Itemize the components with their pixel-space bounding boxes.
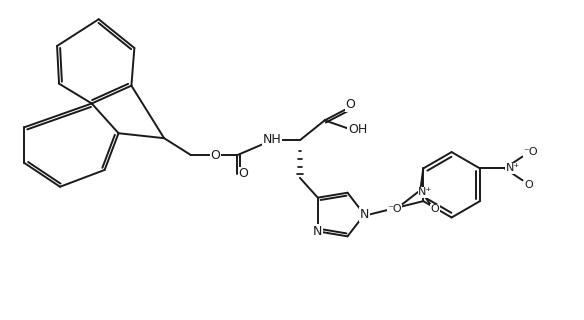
Text: ⁻O: ⁻O: [523, 147, 538, 156]
Text: N⁺: N⁺: [418, 187, 432, 197]
Text: O: O: [524, 180, 533, 190]
Text: ⁻O: ⁻O: [387, 204, 402, 214]
Text: O: O: [238, 167, 248, 180]
Text: O: O: [346, 98, 356, 111]
Text: OH: OH: [348, 123, 367, 136]
Text: O: O: [431, 204, 440, 214]
Text: N⁺: N⁺: [506, 164, 520, 173]
Text: NH: NH: [263, 133, 281, 146]
Text: N: N: [360, 208, 369, 221]
Text: N: N: [313, 225, 322, 238]
Text: O: O: [211, 148, 221, 162]
